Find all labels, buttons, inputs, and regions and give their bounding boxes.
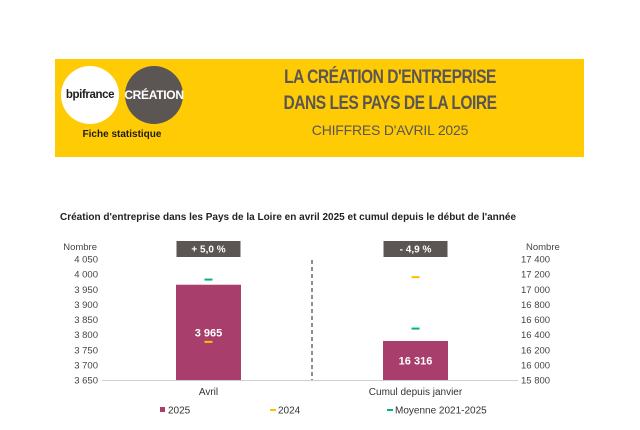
tick-label: 3 800 [74,330,98,341]
legend-label-1: 2025 [168,406,191,417]
category-label-2: Cumul depuis janvier [369,387,463,398]
bar-value-label-2: 16 316 [399,355,433,367]
tick-label: 4 000 [74,270,98,281]
legend-swatch-1 [160,407,165,412]
tick-label: 3 650 [74,376,98,387]
legend-label-3: Moyenne 2021-2025 [395,406,487,417]
title-line-1: LA CRÉATION D'ENTREPRISE [284,67,496,88]
subtitle: CHIFFRES D'AVRIL 2025 [311,122,469,138]
bar-value-label-1: 3 965 [195,327,223,339]
tick-label: 4 050 [74,255,98,266]
header-banner: bpifrance CRÉATION Fiche statistique LA … [55,59,584,157]
badge-label-1: + 5,0 % [191,245,225,256]
y-axis-label-2: Nombre [526,242,560,253]
tick-label: 15 800 [521,376,550,387]
tick-label: 16 800 [521,300,550,311]
tick-label: 16 400 [521,330,550,341]
tick-label: 17 400 [521,255,550,266]
tick-label: 3 850 [74,315,98,326]
y-axis-label-1: Nombre [63,242,97,253]
bar-2025-1 [176,284,241,380]
chart-title: Création d'entreprise dans les Pays de l… [60,212,517,223]
tick-label: 3 950 [74,285,98,296]
badge-1 [176,241,241,257]
bar-2025-2 [383,340,448,380]
badge-label-2: - 4,9 % [400,245,432,256]
title-line-2: DANS LES PAYS DE LA LOIRE [283,93,497,114]
creation-logo: CRÉATION [124,66,184,124]
legend-label-2: 2024 [278,406,301,417]
tick-label: 17 200 [521,270,550,281]
tick-label: 3 900 [74,300,98,311]
tick-label: 3 750 [74,345,98,356]
bpifrance-logo: bpifrance [61,66,119,124]
tick-label: 17 000 [521,285,550,296]
category-label-1: Avril [199,387,218,398]
fiche-label: Fiche statistique [82,129,162,140]
badge-2 [383,241,448,257]
tick-label: 16 200 [521,345,550,356]
tick-label: 16 600 [521,315,550,326]
tick-label: 16 000 [521,360,550,371]
tick-label: 3 700 [74,360,98,371]
